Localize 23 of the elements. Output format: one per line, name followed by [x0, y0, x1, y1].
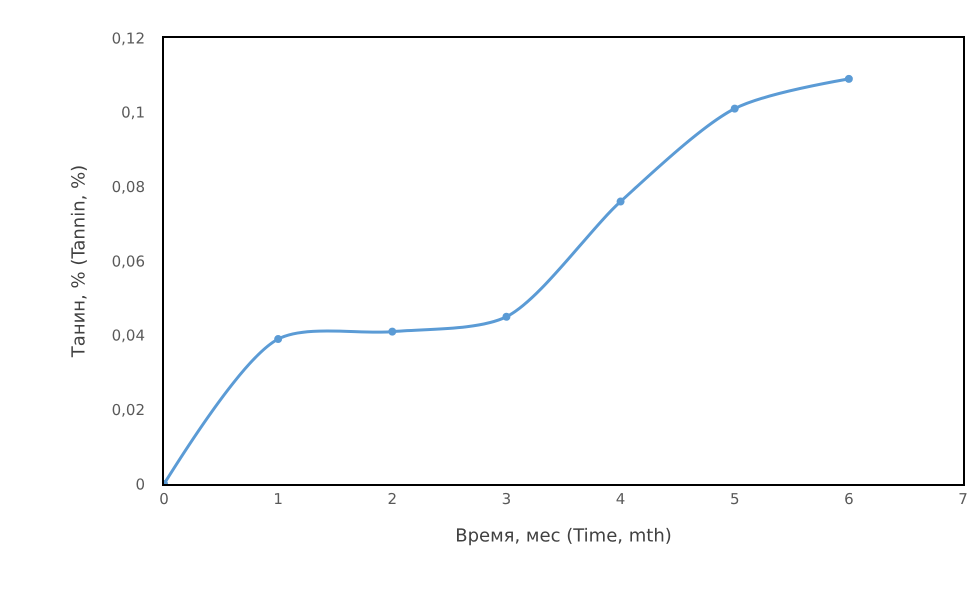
y-tick-label: 0,1: [121, 104, 145, 122]
x-tick-label: 4: [616, 490, 626, 508]
point: [730, 104, 739, 113]
y-tick-label: 0: [135, 475, 145, 494]
x-tick-label: 1: [273, 490, 283, 508]
x-tick-label: 5: [730, 490, 740, 508]
y-tick-label: 0,12: [112, 29, 145, 48]
x-axis-title: Время, мес (Time, mth): [455, 526, 672, 547]
x-tick-label: 0: [159, 490, 169, 508]
point: [616, 198, 625, 206]
x-tick-label: 3: [502, 490, 512, 508]
y-tick-label: 0,04: [112, 326, 145, 345]
point: [844, 74, 853, 83]
x-tick-label: 7: [958, 490, 968, 508]
y-tick-label: 0,02: [112, 400, 145, 419]
y-tick-label: 0,08: [112, 178, 145, 196]
x-tick-label: 6: [844, 490, 854, 508]
point: [388, 328, 396, 336]
x-tick-label: 2: [388, 490, 398, 508]
y-tick-label: 0,06: [112, 252, 145, 270]
point: [274, 335, 282, 344]
y-axis-title: Танин, % (Tannin, %): [68, 164, 90, 358]
point: [502, 312, 510, 321]
